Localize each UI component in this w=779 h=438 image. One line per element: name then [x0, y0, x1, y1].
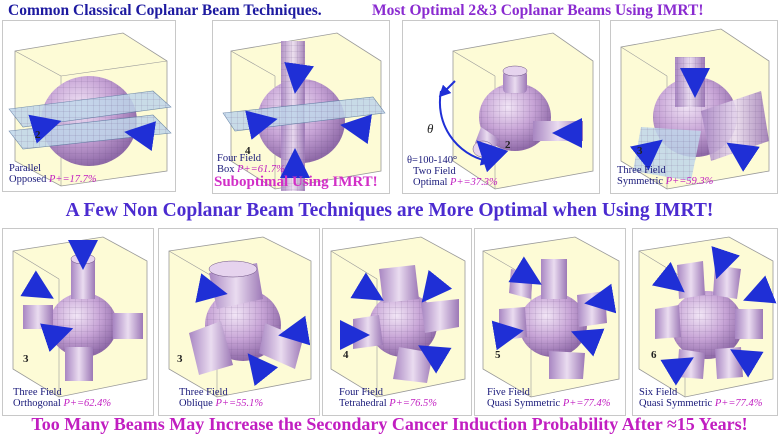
- p-value: P+=37.3%: [450, 177, 498, 188]
- p-value: P+=55.1%: [215, 398, 264, 409]
- caption-label1: Five Field: [487, 387, 530, 398]
- beam-count: 4: [245, 145, 251, 157]
- caption-label1: Three Field: [617, 165, 666, 176]
- panel-parallel-opposed: 2 Parallel Opposed P+=17.7%: [2, 20, 176, 192]
- beam-diagram-three-field: [620, 28, 770, 190]
- beam-count: 3: [23, 353, 29, 365]
- p-value: P+=62.4%: [63, 398, 112, 409]
- bottom-heading: Too Many Beams May Increase the Secondar…: [31, 414, 748, 434]
- p-value: P+=76.5%: [389, 398, 437, 409]
- panel-two-field-optimal: θ 2 θ=100-140° Two Field Optimal P+=37.3…: [402, 20, 600, 194]
- p-value: P+=17.7%: [48, 174, 97, 185]
- theta-range: θ=100-140°: [407, 155, 458, 166]
- panel-four-field-tetrahedral: 4 Four Field Tetrahedral P+=76.5%: [322, 228, 472, 416]
- beam-diagram-tetrahedral: [330, 236, 466, 398]
- beam-count: 2: [35, 129, 41, 141]
- beam-count: 4: [343, 349, 349, 361]
- beam-diagram-orthogonal: [12, 236, 148, 398]
- caption: Three Field Symmetric P+=59.3%: [617, 165, 713, 187]
- caption-label1: Six Field: [639, 387, 678, 398]
- panel-five-field: 5 Five Field Quasi Symmetric P+=77.4%: [474, 228, 626, 416]
- caption-label2: Tetrahedral: [339, 398, 387, 409]
- header-right: Most Optimal 2&3 Coplanar Beams Using IM…: [372, 2, 704, 19]
- caption-label1: Three Field: [179, 387, 228, 398]
- caption-label1: Three Field: [13, 387, 62, 398]
- caption: Three Field Orthogonal P+=62.4%: [13, 387, 111, 409]
- beam-diagram-parallel: [8, 32, 172, 187]
- p-value: P+=59.3%: [665, 176, 714, 187]
- beam-count: 2: [505, 139, 511, 151]
- caption-label1: Four Field: [217, 153, 262, 164]
- beam-count: 5: [495, 349, 501, 361]
- beam-diagram-five-field: [482, 236, 620, 398]
- caption: Six Field Quasi Symmetric P+=77.4%: [639, 387, 763, 409]
- p-value: P+=77.4%: [714, 398, 763, 409]
- beam-count: 3: [637, 145, 643, 157]
- caption-label2: Quasi Symmetric: [487, 398, 561, 409]
- beam-count: 6: [651, 349, 657, 361]
- p-value: P+=77.4%: [562, 398, 611, 409]
- caption: Parallel Opposed P+=17.7%: [9, 163, 97, 185]
- caption-label2: Quasi Symmetric: [639, 398, 713, 409]
- suboptimal-note: Suboptimal Using IMRT!: [214, 174, 378, 190]
- panel-three-field-oblique: 3 Three Field Oblique P+=55.1%: [158, 228, 320, 416]
- header-left: Common Classical Coplanar Beam Technique…: [8, 2, 322, 19]
- beam-diagram-oblique: [168, 236, 312, 398]
- caption-label2: Orthogonal: [13, 398, 61, 409]
- caption-label2: Optimal: [413, 177, 448, 188]
- caption: Five Field Quasi Symmetric P+=77.4%: [487, 387, 611, 409]
- caption-label1: Parallel: [9, 163, 42, 174]
- caption: Three Field Oblique P+=55.1%: [179, 387, 263, 409]
- beam-diagram-box: [222, 32, 386, 191]
- panel-three-field-symmetric: 3 Three Field Symmetric P+=59.3%: [610, 20, 778, 194]
- beam-count: 3: [177, 353, 183, 365]
- caption-label1: Two Field: [413, 166, 456, 177]
- caption-label1: Four Field: [339, 387, 384, 398]
- caption-label2: Oblique: [179, 398, 213, 409]
- caption: Four Field Box P+=61.7%: [217, 153, 285, 175]
- theta-symbol: θ: [427, 121, 434, 136]
- panel-six-field: 6 Six Field Quasi Symmetric P+=77.4%: [632, 228, 778, 416]
- panel-three-field-orthogonal: 3 Three Field Orthogonal P+=62.4%: [2, 228, 154, 416]
- caption-label2: Box: [217, 164, 235, 175]
- beam-diagram-two-field: [438, 32, 594, 190]
- caption: Four Field Tetrahedral P+=76.5%: [339, 387, 437, 409]
- caption-label2: Opposed: [9, 174, 47, 185]
- middle-heading: A Few Non Coplanar Beam Techniques are M…: [65, 200, 714, 221]
- caption: θ=100-140° Two Field Optimal P+=37.3%: [407, 155, 498, 188]
- p-value: P+=61.7%: [237, 164, 285, 175]
- caption-label2: Symmetric: [617, 176, 664, 187]
- beam-diagram-six-field: [638, 236, 777, 398]
- panel-four-field-box: 4 Four Field Box P+=61.7%: [212, 20, 390, 194]
